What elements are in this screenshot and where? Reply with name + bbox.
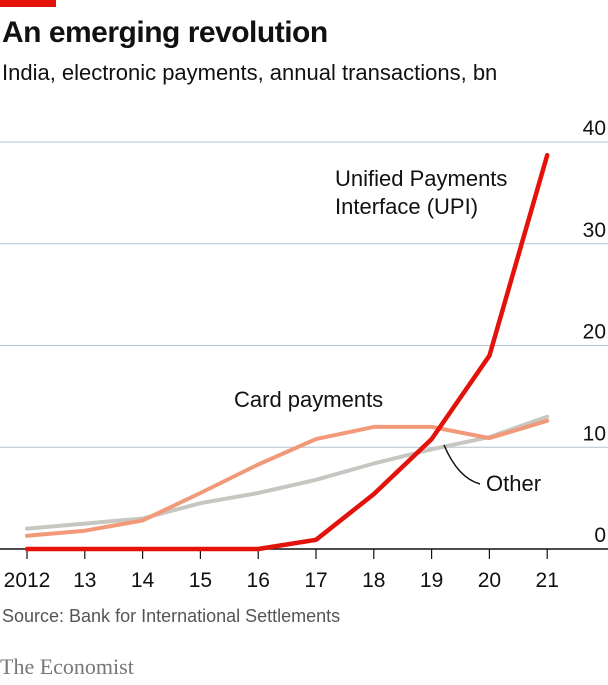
- brand-red-tag: [0, 0, 56, 7]
- x-tick-label: 2012: [4, 569, 51, 592]
- chart-title: An emerging revolution: [2, 16, 328, 49]
- series-line-card-payments: [25, 418, 550, 538]
- x-axis-ticks: 2012 13 14 15 16 17 18 19 20 21: [4, 549, 559, 592]
- upi-label-line1: Unified Payments: [335, 166, 507, 191]
- x-tick-label: 15: [189, 569, 212, 592]
- x-tick-label: 19: [420, 569, 443, 592]
- y-tick-label: 40: [583, 117, 606, 140]
- x-tick-label: 16: [247, 569, 270, 592]
- other-leader-line: [443, 444, 481, 485]
- card-payments-label: Card payments: [234, 387, 383, 412]
- economist-logo: The Economist: [0, 654, 134, 679]
- y-axis-labels: 0 10 20 30 40: [583, 117, 606, 547]
- series-line-other: [25, 414, 550, 531]
- chart-subtitle: India, electronic payments, annual trans…: [2, 60, 498, 85]
- x-tick-label: 20: [478, 569, 501, 592]
- x-tick-label: 21: [536, 569, 559, 592]
- y-tick-label: 0: [594, 524, 606, 547]
- x-tick-label: 17: [304, 569, 327, 592]
- x-tick-label: 18: [362, 569, 385, 592]
- line-chart: 0 10 20 30 40 2012 13 14 15 16 17 18 19 20 21 Unified…: [0, 117, 608, 592]
- y-tick-label: 30: [583, 219, 606, 242]
- y-tick-label: 10: [583, 422, 606, 445]
- x-tick-label: 14: [131, 569, 155, 592]
- source-note: Source: Bank for International Settlemen…: [2, 606, 341, 626]
- other-label: Other: [486, 471, 541, 496]
- upi-label-line2: Interface (UPI): [335, 194, 478, 219]
- series-line-upi: [24, 152, 550, 552]
- y-tick-label: 20: [583, 321, 606, 344]
- series-lines: [24, 152, 550, 552]
- x-tick-label: 13: [73, 569, 96, 592]
